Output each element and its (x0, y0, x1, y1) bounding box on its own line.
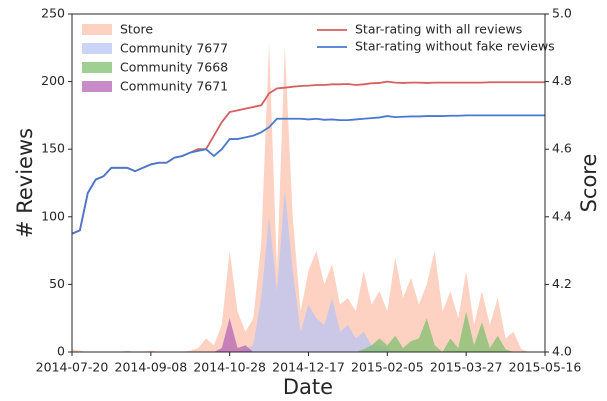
x-tick-label: 2015-03-27 (430, 360, 503, 375)
y-axis-label: # Reviews (13, 128, 37, 238)
x-tick-label: 2014-10-28 (193, 360, 266, 375)
y-tick-label: 200 (41, 73, 65, 88)
legend-swatch (82, 43, 112, 54)
y2-tick-label: 4.2 (552, 276, 572, 291)
y2-axis-label: Score (577, 154, 601, 213)
legend-label: Star-rating with all reviews (355, 22, 522, 37)
y2-tick-label: 4.6 (552, 141, 572, 156)
legend-label: Community 7668 (120, 60, 228, 75)
line (71, 80, 545, 235)
x-tick-label: 2015-02-05 (351, 360, 424, 375)
y-tick-label: 0 (57, 344, 65, 359)
legend-label: Store (120, 22, 153, 37)
legend-swatch (82, 62, 112, 73)
y2-tick-label: 4.4 (552, 208, 572, 223)
area (72, 43, 545, 353)
x-tick-label: 2014-09-08 (115, 360, 188, 375)
y2-tick-label: 4.8 (552, 73, 572, 88)
legend-swatch (82, 81, 112, 92)
area (72, 189, 545, 352)
y-tick-label: 150 (41, 141, 65, 156)
x-tick-label: 2014-12-17 (272, 360, 345, 375)
area (72, 311, 545, 352)
legend-label: Community 7671 (120, 79, 228, 94)
line (71, 114, 545, 235)
y-tick-label: 100 (41, 208, 65, 223)
y2-tick-label: 5.0 (552, 6, 572, 21)
y2-tick-label: 4.0 (552, 344, 572, 359)
legend-swatch (82, 24, 112, 35)
x-tick-label: 2014-07-20 (36, 360, 109, 375)
x-tick-label: 2015-05-16 (509, 360, 582, 375)
y-tick-label: 50 (49, 276, 65, 291)
x-axis-label: Date (283, 375, 333, 399)
legend-label: Star-rating without fake reviews (355, 39, 555, 54)
y-tick-label: 250 (41, 6, 65, 21)
legend-label: Community 7677 (120, 41, 228, 56)
